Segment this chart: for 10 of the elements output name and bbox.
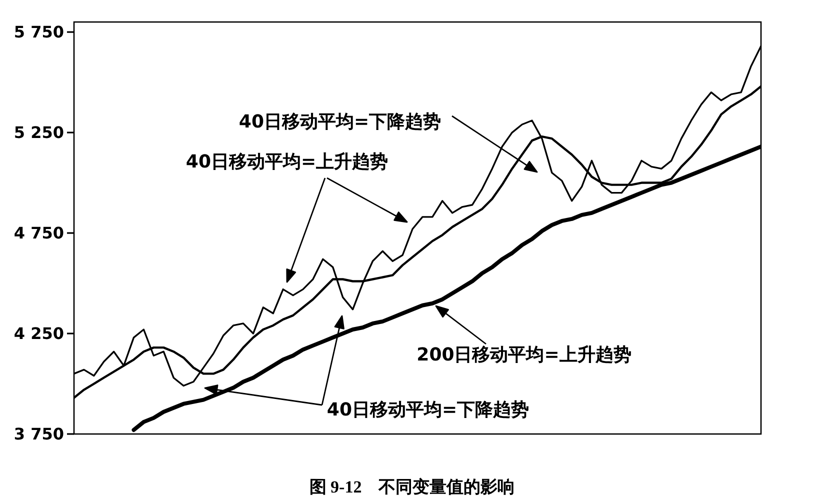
annotation: 40日移动平均=下降趋势 bbox=[326, 400, 530, 420]
y-tick-label: 5 250 bbox=[14, 123, 64, 142]
annotation: 40日移动平均=上升趋势 bbox=[186, 152, 388, 172]
y-tick-label: 5 750 bbox=[14, 22, 64, 42]
y-tick-label: 4 250 bbox=[14, 324, 64, 344]
y-tick-label: 4 750 bbox=[14, 224, 64, 243]
caption: 图 9-12 不同变量值的影响 bbox=[309, 478, 515, 496]
y-tick-label: 3 750 bbox=[14, 424, 64, 444]
annotation: 40日移动平均=下降趋势 bbox=[238, 112, 442, 132]
annotation: 200日移动平均=上升趋势 bbox=[416, 344, 632, 366]
